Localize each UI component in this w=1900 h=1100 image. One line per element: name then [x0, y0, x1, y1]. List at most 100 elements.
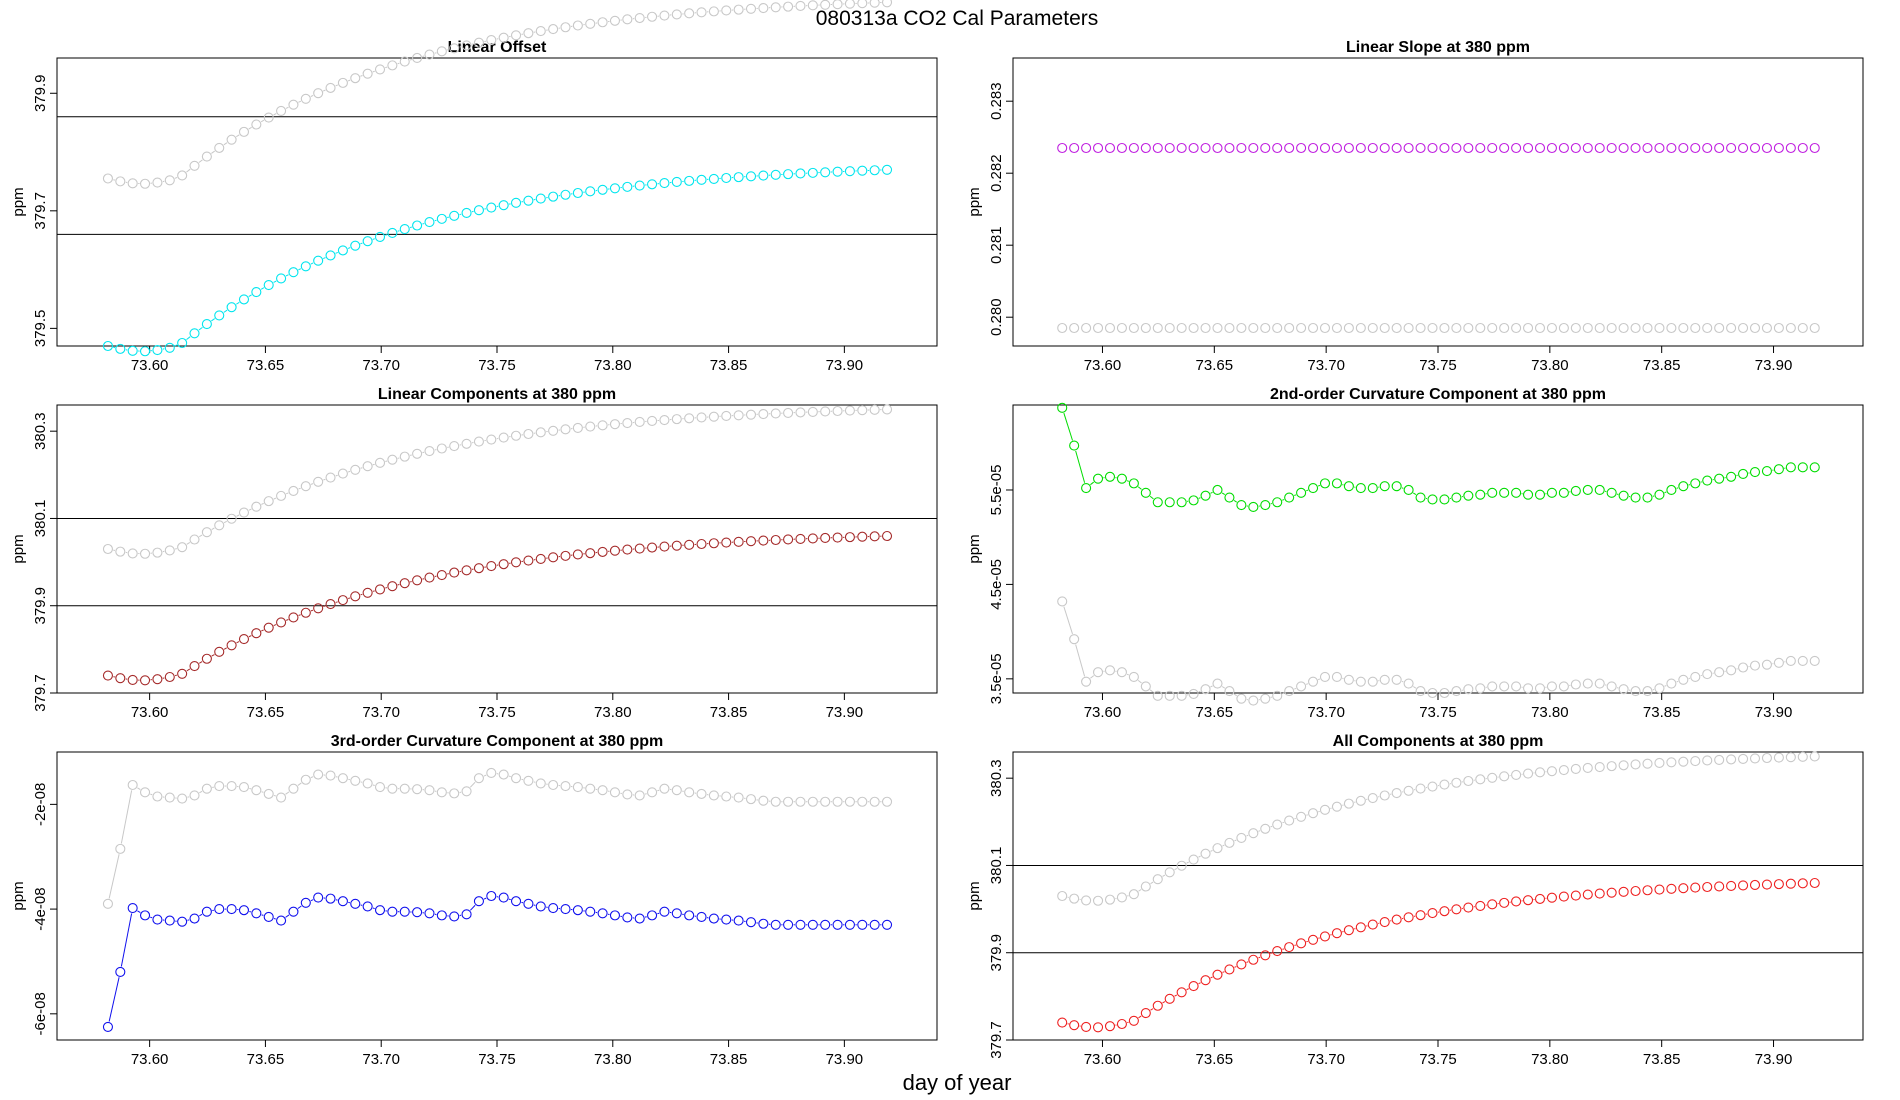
data-point	[1176, 690, 1187, 701]
data-point	[696, 538, 707, 550]
data-point	[1200, 684, 1211, 695]
data-point	[362, 236, 373, 247]
data-point	[1773, 322, 1784, 334]
data-point	[1785, 322, 1796, 334]
data-point	[1176, 497, 1187, 508]
data-point	[486, 35, 497, 46]
series-segment	[1234, 966, 1237, 968]
series-segment	[248, 294, 252, 298]
data-point	[708, 6, 719, 17]
data-point	[1642, 686, 1653, 697]
series-segment	[310, 483, 314, 485]
y-tick-label: 379.7	[988, 1021, 1005, 1059]
x-tick-label: 73.60	[131, 357, 169, 374]
data-point	[164, 545, 175, 556]
y-tick-label: 0.283	[988, 82, 1005, 120]
data-point	[1606, 142, 1617, 154]
data-point	[461, 786, 472, 797]
data-point	[498, 432, 509, 443]
data-point	[1092, 667, 1104, 678]
data-point	[721, 5, 732, 16]
series-segment	[223, 520, 227, 524]
y-axis-label: ppm	[966, 881, 983, 910]
data-point	[1523, 895, 1534, 906]
series-segment	[261, 629, 264, 632]
data-point	[1749, 142, 1761, 154]
data-point	[387, 783, 398, 794]
data-point	[844, 532, 855, 543]
data-point	[362, 68, 373, 79]
data-point	[622, 14, 633, 25]
data-point	[177, 668, 188, 679]
data-point	[189, 661, 200, 672]
series-segment	[1075, 450, 1086, 483]
data-point	[276, 915, 287, 926]
data-point	[1260, 950, 1271, 961]
data-point	[659, 906, 670, 917]
data-point	[1714, 473, 1725, 484]
data-point	[745, 3, 757, 14]
data-point	[857, 0, 868, 9]
data-point	[572, 549, 583, 560]
data-point	[337, 245, 348, 256]
data-point	[1606, 322, 1617, 334]
data-point	[288, 485, 299, 496]
series-segment	[198, 661, 203, 664]
plot-frame	[56, 57, 938, 347]
data-point	[1391, 322, 1402, 334]
data-point	[1260, 693, 1271, 704]
data-point	[1284, 142, 1295, 154]
data-point	[201, 527, 212, 538]
data-point	[1487, 142, 1498, 154]
data-point	[1272, 819, 1283, 830]
data-point	[1558, 764, 1569, 776]
data-point	[1511, 142, 1522, 154]
data-point	[127, 548, 138, 559]
data-point	[696, 788, 707, 799]
data-point	[152, 177, 163, 188]
data-point	[609, 910, 621, 921]
series-segment	[150, 793, 153, 796]
series-segment	[348, 597, 351, 599]
data-point	[177, 337, 188, 349]
data-point	[1558, 142, 1569, 154]
data-point	[1260, 500, 1271, 511]
data-point	[1188, 854, 1199, 865]
data-point	[1439, 906, 1450, 917]
series-segment	[310, 94, 314, 97]
series-segment	[1317, 678, 1321, 681]
data-point	[1714, 667, 1725, 678]
series-segment	[409, 59, 412, 61]
y-tick-label: 379.9	[988, 934, 1005, 972]
x-axis-label: day of year	[903, 1070, 1012, 1095]
y-tick-label: 379.9	[32, 74, 49, 112]
data-point	[177, 542, 188, 553]
data-point	[622, 544, 633, 555]
data-point	[1773, 879, 1784, 890]
data-point	[1726, 880, 1737, 891]
data-point	[1487, 487, 1498, 498]
series-segment	[1137, 486, 1142, 490]
data-point	[1164, 993, 1175, 1004]
series-segment	[1233, 693, 1238, 697]
series-segment	[360, 242, 363, 245]
data-point	[498, 892, 509, 903]
series-segment	[1186, 988, 1189, 991]
data-point	[671, 414, 682, 425]
series-segment	[236, 641, 240, 644]
series-segment	[1162, 1001, 1166, 1004]
data-point	[325, 82, 336, 93]
y-tick-label: 380.1	[32, 500, 49, 538]
series-segment	[1198, 855, 1201, 858]
data-point	[1069, 142, 1080, 154]
data-point	[881, 0, 893, 8]
data-point	[251, 785, 262, 796]
data-point	[1069, 634, 1080, 645]
y-axis-label: ppm	[10, 534, 27, 563]
series-segment	[372, 238, 375, 240]
data-point	[127, 178, 138, 189]
series-segment	[248, 508, 252, 511]
data-point	[1284, 322, 1295, 334]
series-segment	[273, 624, 277, 626]
data-point	[263, 279, 274, 291]
